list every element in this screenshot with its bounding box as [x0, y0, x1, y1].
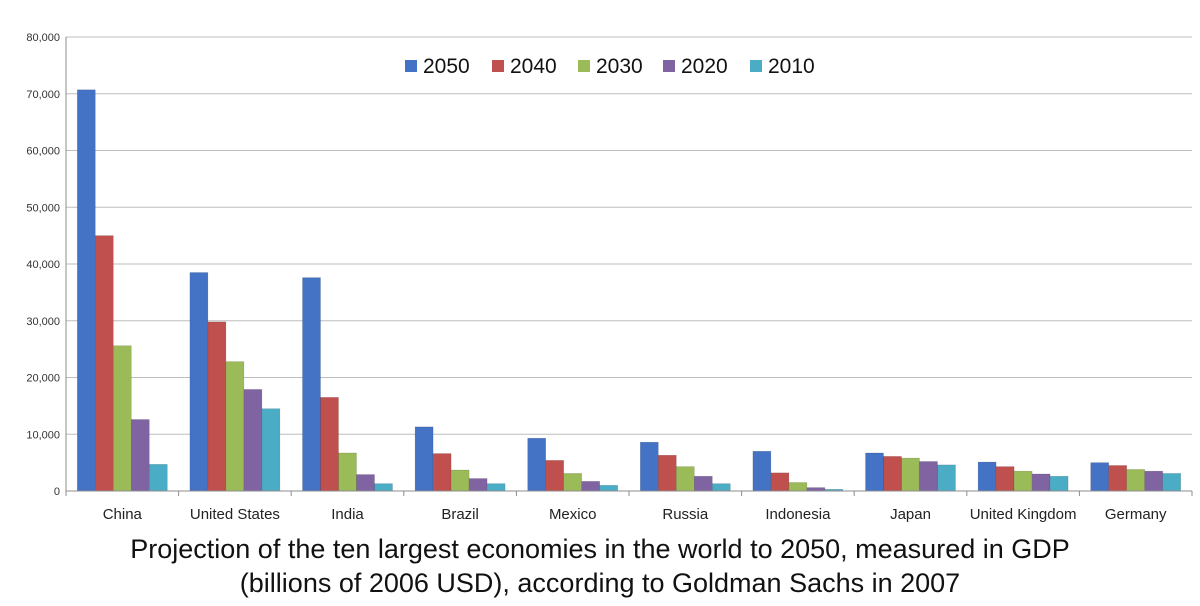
legend-swatch-2050	[405, 60, 417, 72]
bar-indonesia-2020	[806, 487, 826, 492]
bar-indonesia-2040	[770, 472, 790, 492]
bars	[77, 89, 1181, 492]
y-tick-label: 60,000	[26, 146, 60, 158]
bar-indonesia-2030	[788, 482, 808, 492]
bar-brazil-2030	[450, 469, 470, 492]
x-category-label: Brazil	[441, 506, 479, 523]
bar-united-kingdom-2010	[1049, 475, 1069, 492]
bar-china-2020	[131, 419, 150, 492]
bar-united-states-2050	[189, 272, 209, 492]
caption-line-1: Projection of the ten largest economies …	[130, 534, 1070, 564]
bar-brazil-2040	[432, 453, 452, 492]
legend-label-2050: 2050	[423, 55, 470, 78]
legend-label-2030: 2030	[596, 55, 643, 78]
y-tick-label: 40,000	[26, 259, 60, 271]
bar-india-2040	[320, 397, 339, 492]
x-category-label: China	[103, 506, 143, 523]
bar-mexico-2030	[563, 473, 583, 492]
y-tick-label: 10,000	[26, 429, 60, 441]
bar-germany-2010	[1162, 473, 1181, 492]
bar-russia-2030	[675, 466, 695, 492]
legend-swatch-2030	[578, 60, 590, 72]
bar-united-states-2040	[207, 321, 227, 492]
bar-united-states-2010	[261, 408, 281, 492]
legend-swatch-2020	[663, 60, 675, 72]
x-category-label: Germany	[1105, 506, 1167, 523]
x-category-label: Mexico	[549, 506, 597, 523]
bar-india-2050	[302, 277, 321, 492]
bar-brazil-2050	[414, 426, 434, 492]
legend-label-2040: 2040	[510, 55, 557, 78]
bar-germany-2020	[1144, 470, 1163, 492]
axes: 0 10,000 20,000 30,000 40,000 50,000 60,000 70,…	[26, 32, 1193, 523]
bar-brazil-2020	[468, 478, 488, 492]
legend-swatch-2010	[750, 60, 762, 72]
bar-china-2030	[113, 345, 132, 492]
bar-russia-2050	[639, 441, 659, 492]
bar-india-2010	[374, 483, 393, 492]
bar-united-kingdom-2030	[1013, 470, 1033, 492]
bar-indonesia-2050	[752, 450, 772, 492]
bar-china-2040	[95, 235, 114, 492]
y-tick-label: 70,000	[26, 89, 60, 101]
bar-mexico-2020	[581, 481, 601, 492]
bar-russia-2020	[693, 475, 713, 492]
bar-united-states-2020	[243, 389, 263, 492]
x-category-label: United Kingdom	[970, 506, 1077, 523]
bar-united-kingdom-2020	[1031, 473, 1051, 492]
legend: 2050 2040 2030 2020 2010	[405, 55, 815, 78]
legend-label-2010: 2010	[768, 55, 815, 78]
bar-japan-2010	[937, 464, 956, 492]
bar-india-2020	[356, 474, 375, 492]
caption-line-2: (billions of 2006 USD), according to Gol…	[239, 568, 961, 598]
bar-china-2050	[77, 89, 96, 492]
x-category-label: United States	[190, 506, 280, 523]
y-tick-label: 80,000	[26, 32, 60, 44]
bar-china-2010	[149, 464, 168, 492]
y-tick-label: 50,000	[26, 202, 60, 214]
x-category-label: Indonesia	[765, 506, 831, 523]
bar-japan-2030	[901, 457, 920, 492]
bar-japan-2040	[883, 456, 902, 492]
bar-mexico-2010	[599, 485, 619, 492]
bar-united-states-2030	[225, 361, 245, 492]
legend-swatch-2040	[492, 60, 504, 72]
bar-chart: 0 10,000 20,000 30,000 40,000 50,000 60,000 70,…	[26, 32, 1193, 523]
x-category-label: Russia	[662, 506, 709, 523]
bar-japan-2020	[919, 461, 938, 492]
bar-germany-2050	[1090, 462, 1109, 492]
bar-germany-2030	[1126, 469, 1145, 492]
bar-united-kingdom-2050	[977, 461, 997, 492]
y-tick-label: 30,000	[26, 316, 60, 328]
chart-canvas: 0 10,000 20,000 30,000 40,000 50,000 60,000 70,…	[26, 32, 1193, 523]
x-category-label: Japan	[890, 506, 931, 523]
legend-label-2020: 2020	[681, 55, 728, 78]
bar-united-kingdom-2040	[995, 466, 1015, 492]
bar-brazil-2010	[486, 483, 506, 492]
bar-russia-2010	[711, 483, 731, 492]
bar-germany-2040	[1108, 465, 1127, 492]
bar-japan-2050	[865, 452, 884, 492]
bar-mexico-2040	[545, 460, 565, 492]
figure-caption: Projection of the ten largest economies …	[0, 532, 1200, 600]
x-category-label: India	[331, 506, 364, 523]
gridlines	[66, 36, 1192, 435]
bar-russia-2040	[657, 454, 677, 492]
bar-mexico-2050	[527, 437, 547, 492]
y-tick-label: 20,000	[26, 373, 60, 385]
y-tick-label: 0	[54, 486, 60, 498]
bar-india-2030	[338, 452, 357, 492]
